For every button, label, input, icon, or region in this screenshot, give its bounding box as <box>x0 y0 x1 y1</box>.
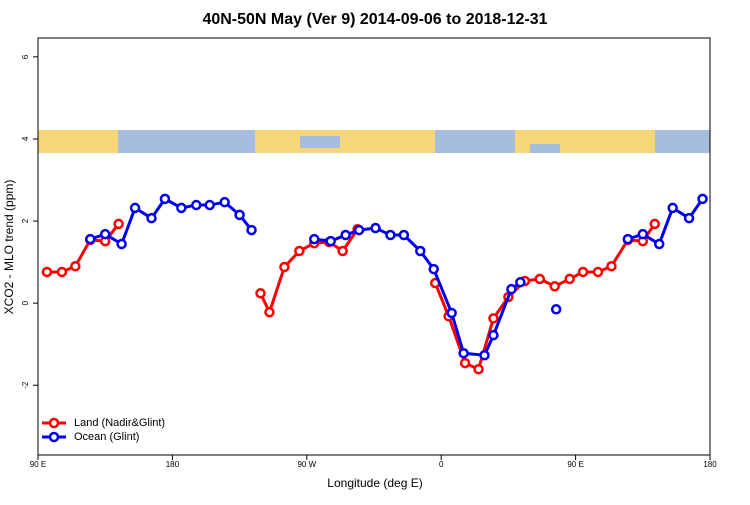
point <box>159 193 171 205</box>
point <box>353 224 365 236</box>
point <box>534 273 546 285</box>
point <box>550 304 562 315</box>
point <box>246 224 257 236</box>
x-tick-label: 180 <box>166 460 180 469</box>
series-line <box>46 223 656 372</box>
point <box>309 233 320 245</box>
legend-marker <box>48 417 60 429</box>
point <box>446 307 457 319</box>
point <box>622 233 634 245</box>
y-tick-label: 2 <box>21 218 30 223</box>
point <box>667 202 678 214</box>
point <box>385 229 396 241</box>
legend-marker <box>48 431 60 443</box>
y-tick-label: 0 <box>21 300 30 305</box>
point <box>56 266 68 278</box>
point <box>592 266 604 278</box>
point <box>116 238 127 250</box>
point <box>473 363 484 375</box>
point <box>294 245 305 257</box>
point <box>325 235 336 247</box>
point <box>697 193 708 205</box>
point <box>129 202 141 214</box>
point <box>549 281 560 292</box>
point <box>113 218 124 230</box>
x-tick-label: 180 <box>703 460 717 469</box>
x-tick-label: 90 E <box>30 460 46 469</box>
point <box>577 266 589 278</box>
x-tick-label: 90 E <box>567 460 583 469</box>
point <box>398 229 410 241</box>
point <box>459 357 471 369</box>
point <box>637 228 649 240</box>
point <box>340 229 351 241</box>
point <box>264 306 275 318</box>
y-tick-label: 4 <box>21 136 30 141</box>
y-tick-label: -2 <box>21 381 30 389</box>
point <box>219 196 230 208</box>
point <box>370 222 381 234</box>
x-axis-label: Longitude (deg E) <box>327 476 422 490</box>
point <box>99 228 111 240</box>
point <box>70 260 81 272</box>
point <box>606 260 617 272</box>
point <box>479 350 490 361</box>
legend-label: Ocean (Glint) <box>74 431 139 443</box>
point <box>653 238 665 250</box>
plot-frame <box>37 37 711 456</box>
legend-label: Land (Nadir&Glint) <box>74 417 165 429</box>
point <box>279 261 290 273</box>
point <box>428 263 439 275</box>
point <box>255 288 266 299</box>
series-line <box>89 196 704 357</box>
point <box>191 199 202 211</box>
map-strip <box>38 130 710 153</box>
x-tick-label: 0 <box>439 460 444 469</box>
point <box>488 329 499 341</box>
point <box>146 212 157 224</box>
point <box>488 313 499 324</box>
point <box>564 273 575 285</box>
point <box>337 245 348 257</box>
point <box>85 233 96 245</box>
point <box>506 283 517 295</box>
point <box>176 202 187 214</box>
point <box>649 218 660 230</box>
point <box>415 245 426 257</box>
point <box>515 276 526 288</box>
chart-title: 40N-50N May (Ver 9) 2014-09-06 to 2018-1… <box>202 11 547 28</box>
point <box>234 209 245 221</box>
x-tick-label: 90 W <box>297 460 316 469</box>
y-tick-label: 6 <box>21 54 30 59</box>
point <box>683 212 695 224</box>
point <box>41 266 53 278</box>
y-axis-label: XCO2 - MLO trend (ppm) <box>2 180 16 315</box>
point <box>204 199 215 211</box>
point <box>458 347 469 359</box>
